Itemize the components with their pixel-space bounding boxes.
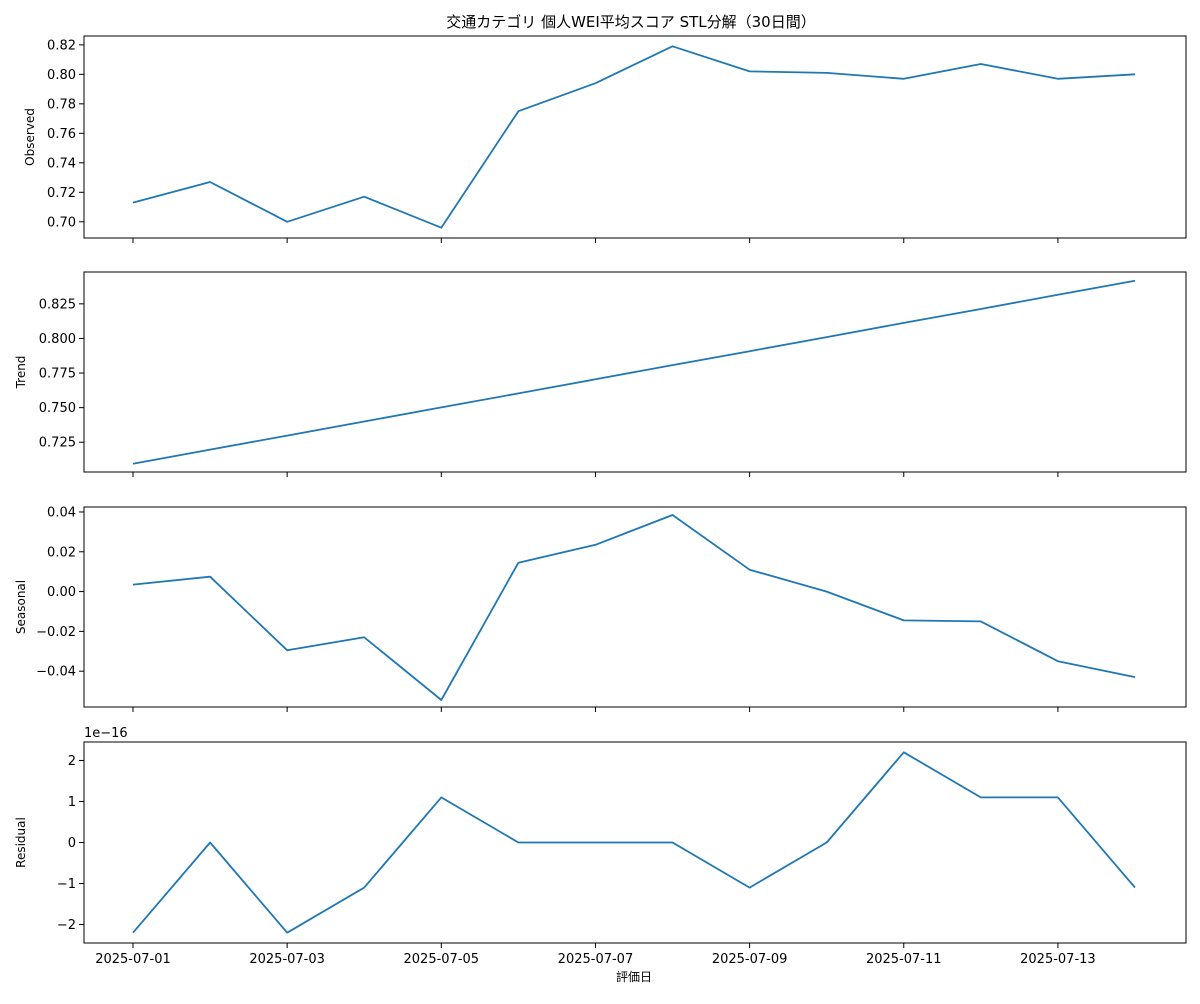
y-tick-label-seasonal-3: 0.02 [47,545,76,560]
y-offset-label-residual: 1e−16 [84,726,128,741]
x-tick-label-3: 2025-07-07 [558,952,634,967]
y-tick-label-observed-5: 0.80 [47,68,76,83]
y-tick-label-trend-3: 0.800 [39,332,76,347]
y-tick-label-seasonal-0: −0.04 [36,665,76,680]
chart-title: 交通カテゴリ 個人WEI平均スコア STL分解（30日間） [446,13,815,31]
y-tick-label-residual-3: 1 [68,795,76,810]
y-tick-label-observed-4: 0.78 [47,97,76,112]
y-tick-label-observed-6: 0.82 [47,38,76,53]
y-tick-label-trend-2: 0.775 [39,367,76,382]
panel-frame-seasonal [83,506,1187,708]
series-line-observed [132,45,1136,229]
y-tick-label-observed-3: 0.76 [47,127,76,142]
series-line-trend [132,279,1136,465]
y-axis-label-trend: Trend [14,356,28,390]
y-tick-label-observed-1: 0.72 [47,186,76,201]
y-tick-label-seasonal-1: −0.02 [36,625,76,640]
y-tick-label-residual-0: −2 [57,918,76,933]
panel-frame-trend [83,271,1187,473]
y-tick-label-trend-4: 0.825 [39,297,76,312]
y-tick-label-residual-4: 2 [68,754,76,769]
y-tick-label-seasonal-2: 0.00 [47,585,76,600]
y-tick-label-observed-0: 0.70 [47,215,76,230]
y-tick-label-residual-2: 0 [68,836,76,851]
y-tick-label-trend-0: 0.725 [39,436,76,451]
x-tick-label-1: 2025-07-03 [249,952,325,967]
y-tick-label-trend-1: 0.750 [39,401,76,416]
y-tick-label-observed-2: 0.74 [47,156,76,171]
x-axis-label: 評価日 [616,969,652,984]
y-axis-label-seasonal: Seasonal [14,580,28,634]
x-tick-label-5: 2025-07-11 [866,952,942,967]
x-tick-label-4: 2025-07-09 [712,952,788,967]
x-tick-label-2: 2025-07-05 [404,952,480,967]
x-tick-label-6: 2025-07-13 [1020,952,1096,967]
series-line-seasonal [132,514,1136,701]
panel-frame-observed [83,35,1187,239]
x-tick-label-0: 2025-07-01 [95,952,171,967]
y-axis-label-observed: Observed [23,108,37,166]
series-line-residual [132,751,1136,934]
y-axis-label-residual: Residual [14,817,28,868]
y-tick-label-seasonal-4: 0.04 [47,505,76,520]
y-tick-label-residual-1: −1 [57,877,76,892]
